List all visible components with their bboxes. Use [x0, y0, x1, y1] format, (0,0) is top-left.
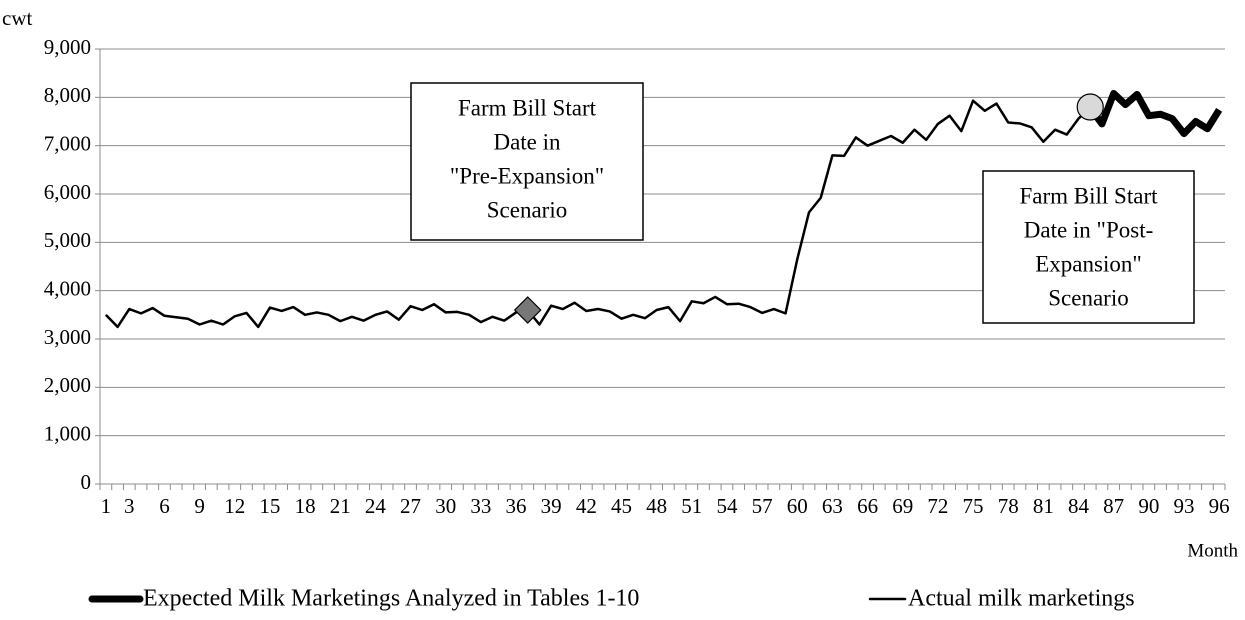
x-tick-label: 69 — [892, 494, 913, 518]
y-tick-label: 5,000 — [44, 228, 91, 252]
x-tick-label: 81 — [1033, 494, 1054, 518]
x-tick-label: 60 — [787, 494, 808, 518]
x-tick-label: 48 — [646, 494, 667, 518]
annotation-text: Date in "Post- — [1024, 217, 1154, 242]
x-axis-label: Month — [1187, 540, 1238, 561]
x-tick-label: 9 — [194, 494, 205, 518]
y-tick-label: 6,000 — [44, 180, 91, 204]
y-tick-label: 3,000 — [44, 325, 91, 349]
marker — [1076, 93, 1104, 121]
x-tick-label: 45 — [611, 494, 632, 518]
annotation-text: Scenario — [1048, 285, 1128, 310]
annotation-text: Farm Bill Start — [458, 95, 597, 120]
x-tick-label: 57 — [752, 494, 773, 518]
annotation-text: Farm Bill Start — [1020, 183, 1159, 208]
x-tick-label: 42 — [576, 494, 597, 518]
y-tick-label: 0 — [81, 470, 92, 494]
line-series — [1087, 89, 1223, 138]
y-tick-label: 2,000 — [44, 373, 91, 397]
x-tick-label: 1 — [101, 494, 112, 518]
x-tick-label: 6 — [159, 494, 170, 518]
y-tick-label: 4,000 — [44, 276, 91, 300]
x-tick-label: 24 — [365, 494, 387, 518]
x-tick-label: 63 — [822, 494, 843, 518]
annotation-text: Expansion" — [1035, 251, 1142, 276]
x-tick-label: 30 — [435, 494, 456, 518]
x-tick-label: 33 — [470, 494, 491, 518]
x-tick-label: 39 — [541, 494, 562, 518]
line-series — [104, 92, 1221, 329]
x-tick-label: 66 — [857, 494, 878, 518]
x-tick-label: 15 — [259, 494, 280, 518]
x-tick-label: 18 — [295, 494, 316, 518]
x-tick-label: 84 — [1068, 494, 1090, 518]
y-tick-label: 1,000 — [44, 421, 91, 445]
x-tick-label: 51 — [681, 494, 702, 518]
legend-label: Expected Milk Marketings Analyzed in Tab… — [143, 586, 639, 612]
x-tick-label: 27 — [400, 494, 421, 518]
x-tick-label: 90 — [1138, 494, 1159, 518]
x-tick-label: 72 — [927, 494, 948, 518]
x-tick-label: 78 — [998, 494, 1019, 518]
annotation-text: Date in — [493, 129, 561, 154]
x-tick-label: 54 — [716, 494, 738, 518]
annotation-text: Scenario — [487, 197, 567, 222]
y-axis-label: cwt — [2, 6, 32, 30]
marker — [513, 296, 542, 324]
y-tick-label: 7,000 — [44, 131, 91, 155]
x-tick-label: 96 — [1209, 494, 1230, 518]
annotation-box — [410, 82, 644, 241]
legend-label: Actual milk marketings — [908, 586, 1135, 612]
annotation-box — [982, 170, 1195, 324]
y-tick-label: 9,000 — [44, 35, 91, 59]
y-tick-label: 8,000 — [44, 83, 91, 107]
x-tick-label: 21 — [330, 494, 351, 518]
x-tick-label: 36 — [506, 494, 527, 518]
x-tick-label: 87 — [1103, 494, 1124, 518]
annotation-text: "Pre-Expansion" — [450, 163, 604, 188]
x-tick-label: 3 — [124, 494, 135, 518]
x-tick-label: 93 — [1173, 494, 1194, 518]
x-tick-label: 75 — [963, 494, 984, 518]
x-tick-label: 12 — [224, 494, 245, 518]
